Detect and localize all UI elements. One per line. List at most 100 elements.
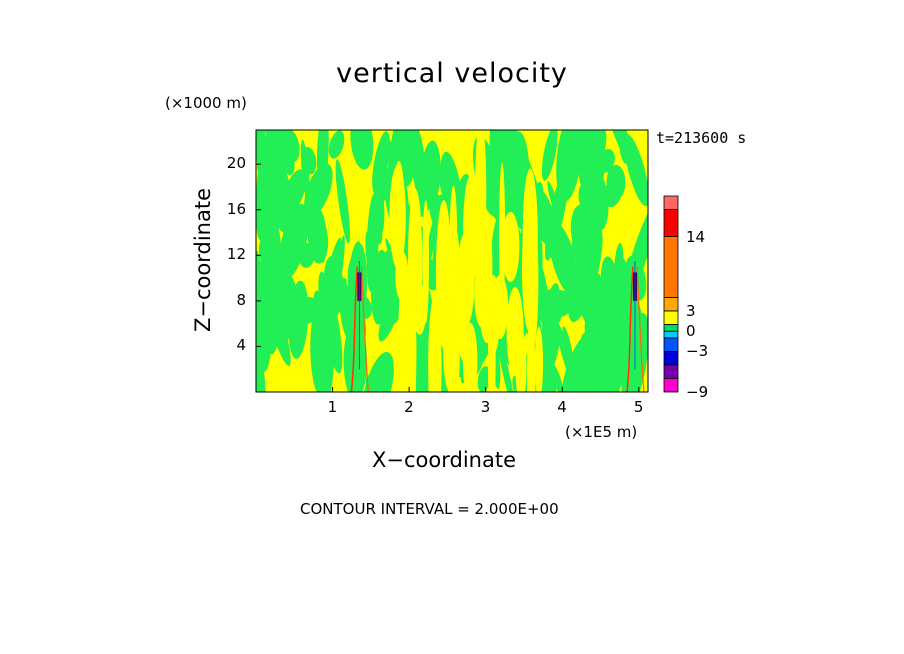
negative-region [283,169,307,214]
negative-region [288,280,309,359]
y-tick-label: 4 [236,336,246,355]
negative-region [548,220,579,298]
negative-region [328,266,355,324]
negative-region [550,361,565,392]
x-tick-label: 2 [404,398,414,416]
colorbar-segment [663,378,679,393]
colorbar-segment [663,296,679,312]
x-axis-label: X−coordinate [372,448,516,472]
negative-region [602,180,622,208]
positive-region [499,162,506,310]
convective-plume [626,261,645,392]
negative-region [493,130,513,159]
x-tick-label: 5 [633,398,644,416]
colorbar-segment [663,236,679,298]
x-tick-label: 3 [480,398,491,416]
negative-region [477,366,491,392]
positive-region [506,287,524,377]
positive-region [463,175,478,290]
negative-region [530,327,562,392]
negative-region [594,290,616,353]
time-label: t=213600 s [656,129,747,147]
positive-region [526,315,536,392]
chart-title: vertical velocity [336,58,568,89]
positive-region [450,227,461,323]
convective-plume [350,261,369,392]
positive-region [474,267,489,328]
plume-updraft-line [636,266,645,392]
colorbar-segment [663,209,679,237]
colorbar-tick-label: −3 [686,342,709,361]
negative-region [259,232,277,287]
negative-region [350,130,374,170]
negative-region [362,351,394,392]
colorbar-segment [663,310,679,325]
positive-region [405,314,417,385]
colorbar-segment [663,364,679,379]
negative-region [578,141,605,199]
negative-region [497,130,534,198]
negative-region [402,333,437,392]
positive-region [393,334,406,390]
positive-region [501,211,520,282]
colorbar [663,195,679,393]
negative-region [562,326,574,368]
y-tick-label: 20 [226,154,246,173]
positive-region [389,165,406,269]
colorbar-tick-label: 14 [686,227,706,246]
negative-region [372,131,390,195]
negative-region [256,352,266,392]
negative-region [318,271,343,374]
negative-region [335,159,350,244]
y-tick-label: 16 [226,199,246,218]
negative-region [279,203,309,280]
negative-region [304,208,323,254]
negative-region [257,150,284,232]
colorbar-segment [663,324,679,332]
colorbar-segment [663,195,679,210]
y-tick-label: 12 [226,245,246,264]
positive-region [422,200,430,324]
colorbar-tick-label: 3 [686,301,696,320]
colorbar-tick-label: 0 [686,322,696,341]
plot-frame [255,129,649,393]
plume-updraft-line [360,266,369,392]
plume-updraft-line [350,266,359,392]
x-tick-label: 4 [557,398,567,416]
negative-region [324,256,334,282]
y-axis-unit: (×1000 m) [165,94,247,112]
negative-region [541,283,561,358]
colorbar-tick-label: −9 [686,383,709,401]
contour-interval-note: CONTOUR INTERVAL = 2.000E+00 [300,500,559,518]
positive-region [407,188,423,331]
y-axis-label: Z−coordinate [191,188,215,332]
positive-region [435,199,452,349]
negative-region [304,163,333,218]
field-contours [256,130,648,392]
negative-region [260,274,279,334]
negative-region [583,334,603,368]
negative-region [301,147,317,175]
negative-region [328,130,345,159]
colorbar-segment [663,337,679,352]
positive-region [486,274,500,355]
positive-region [534,327,544,392]
negative-region [567,222,603,323]
negative-region [262,328,272,372]
negative-region [371,220,383,245]
plume-updraft-line [626,266,634,392]
x-axis-unit: (×1E5 m) [565,423,638,441]
negative-region [282,130,300,162]
positive-region [521,203,538,333]
positive-region [395,251,409,302]
y-tick-label: 8 [236,290,246,309]
positive-region [462,322,478,392]
positive-region [443,313,456,391]
negative-region [343,321,367,392]
negative-region [439,362,450,392]
negative-region [371,249,389,325]
negative-region [624,134,648,207]
negative-region [541,130,558,181]
colorbar-segment [663,351,679,366]
